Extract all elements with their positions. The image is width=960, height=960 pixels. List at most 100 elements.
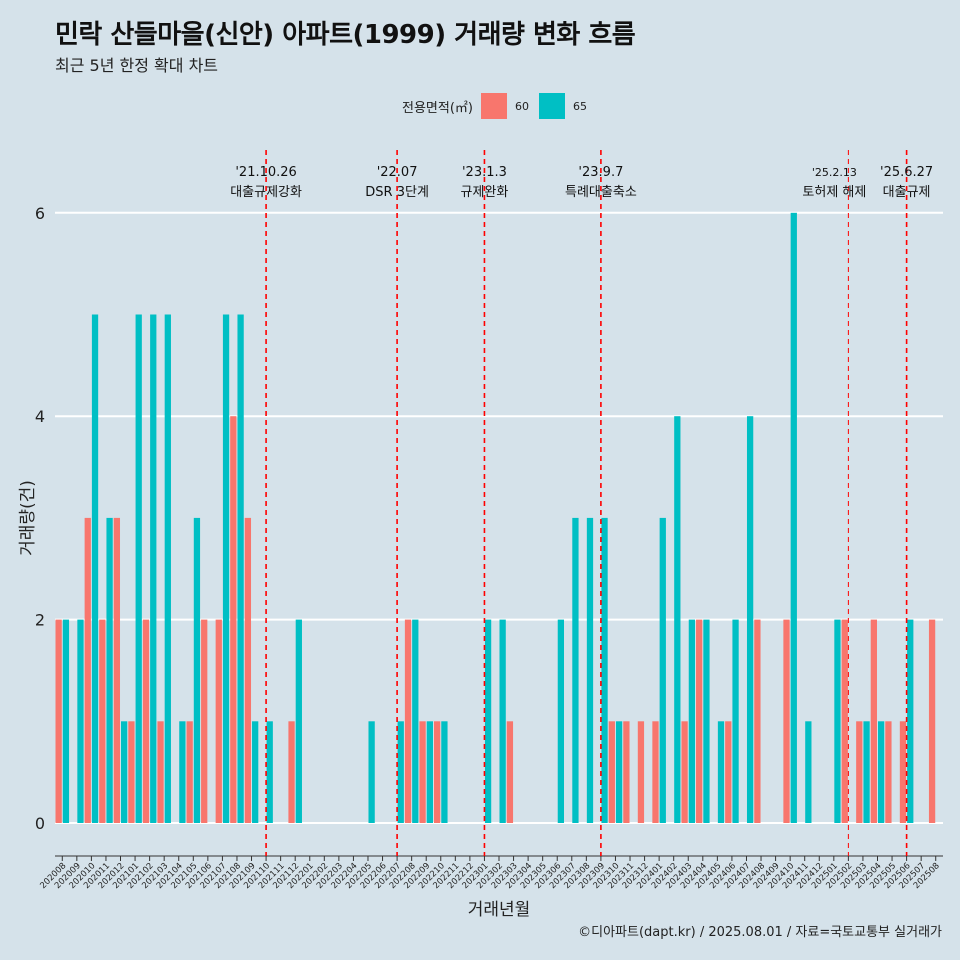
event-date-202309: '23.9.7 xyxy=(578,165,623,180)
x-axis-title: 거래년월 xyxy=(468,900,531,920)
bar-65-202407 xyxy=(746,416,754,823)
bar-65-202403 xyxy=(688,619,696,823)
bar-60-202311 xyxy=(623,721,630,823)
bar-60-202012 xyxy=(113,517,121,823)
bar-65-202009 xyxy=(77,619,84,823)
bar-60-202310 xyxy=(608,721,615,823)
bar-65-202011 xyxy=(106,517,113,823)
y-tick-label: 6 xyxy=(35,204,45,223)
bar-65-202404 xyxy=(703,619,710,823)
bar-65-202503 xyxy=(863,721,870,823)
event-label-202110: 대출규제강화 xyxy=(230,185,302,200)
bar-65-202109 xyxy=(252,721,259,823)
bar-65-202405 xyxy=(717,721,725,823)
bar-65-202208 xyxy=(412,619,419,823)
y-axis-title: 거래량(건) xyxy=(18,480,38,556)
event-label-202207: DSR 3단계 xyxy=(365,185,429,200)
bar-65-202110 xyxy=(266,721,273,823)
bar-65-202302 xyxy=(499,619,506,823)
bar-65-202108 xyxy=(237,314,244,823)
bar-65-202102 xyxy=(150,314,157,823)
bar-60-202303 xyxy=(506,721,514,823)
bar-60-202102 xyxy=(142,619,150,823)
event-date-202506: '25.6.27 xyxy=(880,165,933,180)
legend-title: 전용면적(㎡) xyxy=(402,100,473,116)
bar-65-202207 xyxy=(397,721,404,823)
bar-65-202504 xyxy=(877,721,885,823)
bar-65-202309 xyxy=(601,517,608,823)
bar-60-202410 xyxy=(783,619,790,823)
event-date-202502: '25.2.13 xyxy=(812,166,857,179)
event-date-202110: '21.10.26 xyxy=(235,165,296,180)
y-tick-label: 0 xyxy=(35,814,45,833)
legend-label-60: 60 xyxy=(514,99,529,113)
bar-65-202105 xyxy=(193,517,201,823)
legend: 전용면적(㎡) 60 65 xyxy=(402,93,597,119)
bar-60-202210 xyxy=(433,721,441,823)
y-tick-label: 2 xyxy=(35,611,45,630)
bar-60-202502 xyxy=(841,619,848,823)
bar-65-202307 xyxy=(572,517,579,823)
bar-65-202402 xyxy=(674,416,681,823)
bar-65-202008 xyxy=(62,619,70,823)
source-caption: ©디아파트(dapt.kr) / 2025.08.01 / 자료=국토교통부 실… xyxy=(578,925,942,940)
bar-65-202103 xyxy=(164,314,171,823)
legend-swatch-60 xyxy=(480,93,507,119)
bar-60-202105 xyxy=(186,721,193,823)
chart-title: 민락 산들마을(신안) 아파트(1999) 거래량 변화 흐름 xyxy=(55,20,636,50)
bar-65-202104 xyxy=(179,721,186,823)
bar-65-202506 xyxy=(907,619,914,823)
bar-65-202411 xyxy=(805,721,812,823)
bar-60-202406 xyxy=(725,721,732,823)
bar-65-202205 xyxy=(368,721,375,823)
bar-60-202103 xyxy=(157,721,164,823)
bar-60-202401 xyxy=(652,721,659,823)
bar-60-202107 xyxy=(215,619,222,823)
bar-65-202301 xyxy=(484,619,492,823)
bar-65-202112 xyxy=(295,619,302,823)
bar-65-202406 xyxy=(732,619,739,823)
bar-60-202403 xyxy=(681,721,688,823)
bar-65-202010 xyxy=(91,314,99,823)
bar-65-202306 xyxy=(557,619,565,823)
bar-60-202404 xyxy=(696,619,703,823)
bar-60-202506 xyxy=(899,721,907,823)
event-label-202502: 토허제 해제 xyxy=(802,185,866,200)
bar-65-202012 xyxy=(121,721,128,823)
bar-65-202401 xyxy=(659,517,666,823)
bar-60-202312 xyxy=(637,721,645,823)
bar-60-202209 xyxy=(419,721,426,823)
bar-65-202310 xyxy=(615,721,623,823)
legend-swatch-65 xyxy=(538,93,565,119)
bar-60-202109 xyxy=(244,517,252,823)
bar-60-202011 xyxy=(99,619,106,823)
bar-60-202008 xyxy=(55,619,62,823)
event-label-202301: 규제완화 xyxy=(461,185,509,200)
bar-60-202504 xyxy=(870,619,877,823)
bar-65-202210 xyxy=(441,721,448,823)
y-tick-label: 4 xyxy=(35,407,45,426)
event-label-202506: 대출규제 xyxy=(883,185,931,200)
bar-60-202408 xyxy=(754,619,761,823)
event-date-202301: '23.1.3 xyxy=(462,165,507,180)
legend-label-65: 65 xyxy=(572,99,587,113)
bar-65-202410 xyxy=(790,212,797,824)
bar-60-202112 xyxy=(288,721,295,823)
bar-60-202106 xyxy=(201,619,208,823)
bar-60-202101 xyxy=(128,721,135,823)
event-label-202309: 특례대출축소 xyxy=(565,185,637,200)
bar-60-202505 xyxy=(885,721,892,823)
bar-60-202108 xyxy=(230,416,237,823)
bar-65-202209 xyxy=(426,721,433,823)
bar-60-202010 xyxy=(84,517,91,823)
bar-65-202501 xyxy=(834,619,841,823)
bar-65-202101 xyxy=(135,314,142,823)
bar-65-202107 xyxy=(222,314,230,823)
bar-60-202508 xyxy=(928,619,936,823)
event-date-202207: '22.07 xyxy=(377,165,418,180)
chart-subtitle: 최근 5년 한정 확대 차트 xyxy=(55,56,219,75)
bar-60-202208 xyxy=(404,619,412,823)
bar-60-202503 xyxy=(856,721,863,823)
bar-65-202308 xyxy=(586,517,594,823)
